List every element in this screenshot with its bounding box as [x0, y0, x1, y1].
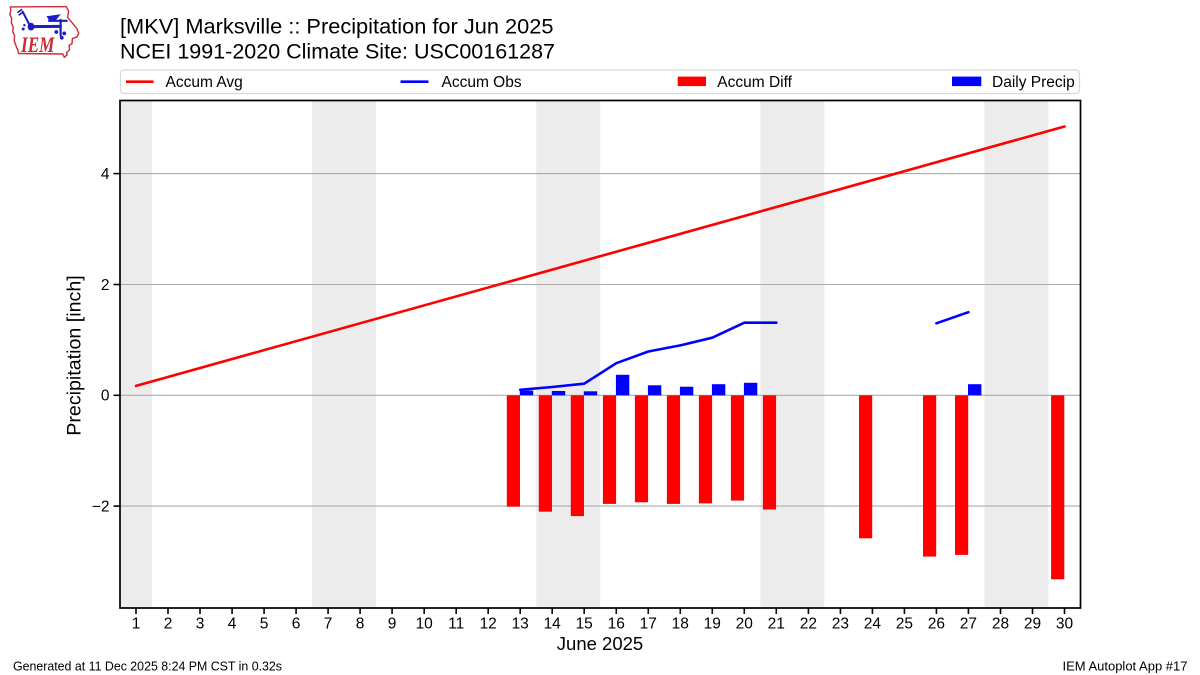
svg-text:Accum Diff: Accum Diff — [717, 74, 792, 91]
svg-text:Accum Avg: Accum Avg — [166, 74, 243, 91]
svg-text:7: 7 — [324, 616, 333, 633]
svg-text:28: 28 — [992, 616, 1009, 633]
svg-text:19: 19 — [704, 616, 721, 633]
svg-text:22: 22 — [800, 616, 817, 633]
svg-text:20: 20 — [736, 616, 754, 633]
svg-text:Accum Obs: Accum Obs — [442, 74, 522, 91]
svg-text:−2: −2 — [92, 499, 110, 516]
svg-text:3: 3 — [196, 616, 205, 633]
svg-text:29: 29 — [1024, 616, 1041, 633]
svg-text:6: 6 — [292, 616, 301, 633]
svg-text:2: 2 — [101, 277, 110, 294]
svg-text:1: 1 — [132, 616, 141, 633]
svg-text:15: 15 — [576, 616, 593, 633]
svg-text:Generated at 11 Dec 2025 8:24: Generated at 11 Dec 2025 8:24 PM CST in … — [13, 660, 282, 674]
svg-text:10: 10 — [416, 616, 434, 633]
svg-text:14: 14 — [544, 616, 562, 633]
svg-text:13: 13 — [512, 616, 529, 633]
svg-text:21: 21 — [768, 616, 785, 633]
svg-text:8: 8 — [356, 616, 365, 633]
svg-text:IEM Autoplot App #17: IEM Autoplot App #17 — [1062, 659, 1187, 674]
svg-text:2: 2 — [164, 616, 173, 633]
svg-text:IEM: IEM — [20, 32, 55, 57]
svg-text:25: 25 — [896, 616, 913, 633]
svg-text:Daily Precip: Daily Precip — [992, 74, 1075, 91]
svg-text:12: 12 — [480, 616, 497, 633]
svg-text:NCEI 1991-2020 Climate Site: U: NCEI 1991-2020 Climate Site: USC00161287 — [120, 40, 555, 64]
svg-text:23: 23 — [832, 616, 849, 633]
svg-text:4: 4 — [228, 616, 237, 633]
svg-text:17: 17 — [640, 616, 657, 633]
svg-text:26: 26 — [928, 616, 945, 633]
svg-text:[MKV] Marksville :: Precipitat: [MKV] Marksville :: Precipitation for Ju… — [120, 15, 554, 39]
svg-text:18: 18 — [672, 616, 689, 633]
svg-text:0: 0 — [101, 388, 110, 405]
svg-text:Precipitation [inch]: Precipitation [inch] — [64, 275, 85, 436]
svg-text:11: 11 — [448, 616, 464, 633]
svg-text:16: 16 — [608, 616, 625, 633]
svg-text:June 2025: June 2025 — [557, 633, 643, 654]
svg-text:30: 30 — [1056, 616, 1074, 633]
svg-text:5: 5 — [260, 616, 269, 633]
svg-text:4: 4 — [101, 166, 110, 183]
svg-text:9: 9 — [388, 616, 397, 633]
svg-text:24: 24 — [864, 616, 882, 633]
svg-text:27: 27 — [960, 616, 977, 633]
